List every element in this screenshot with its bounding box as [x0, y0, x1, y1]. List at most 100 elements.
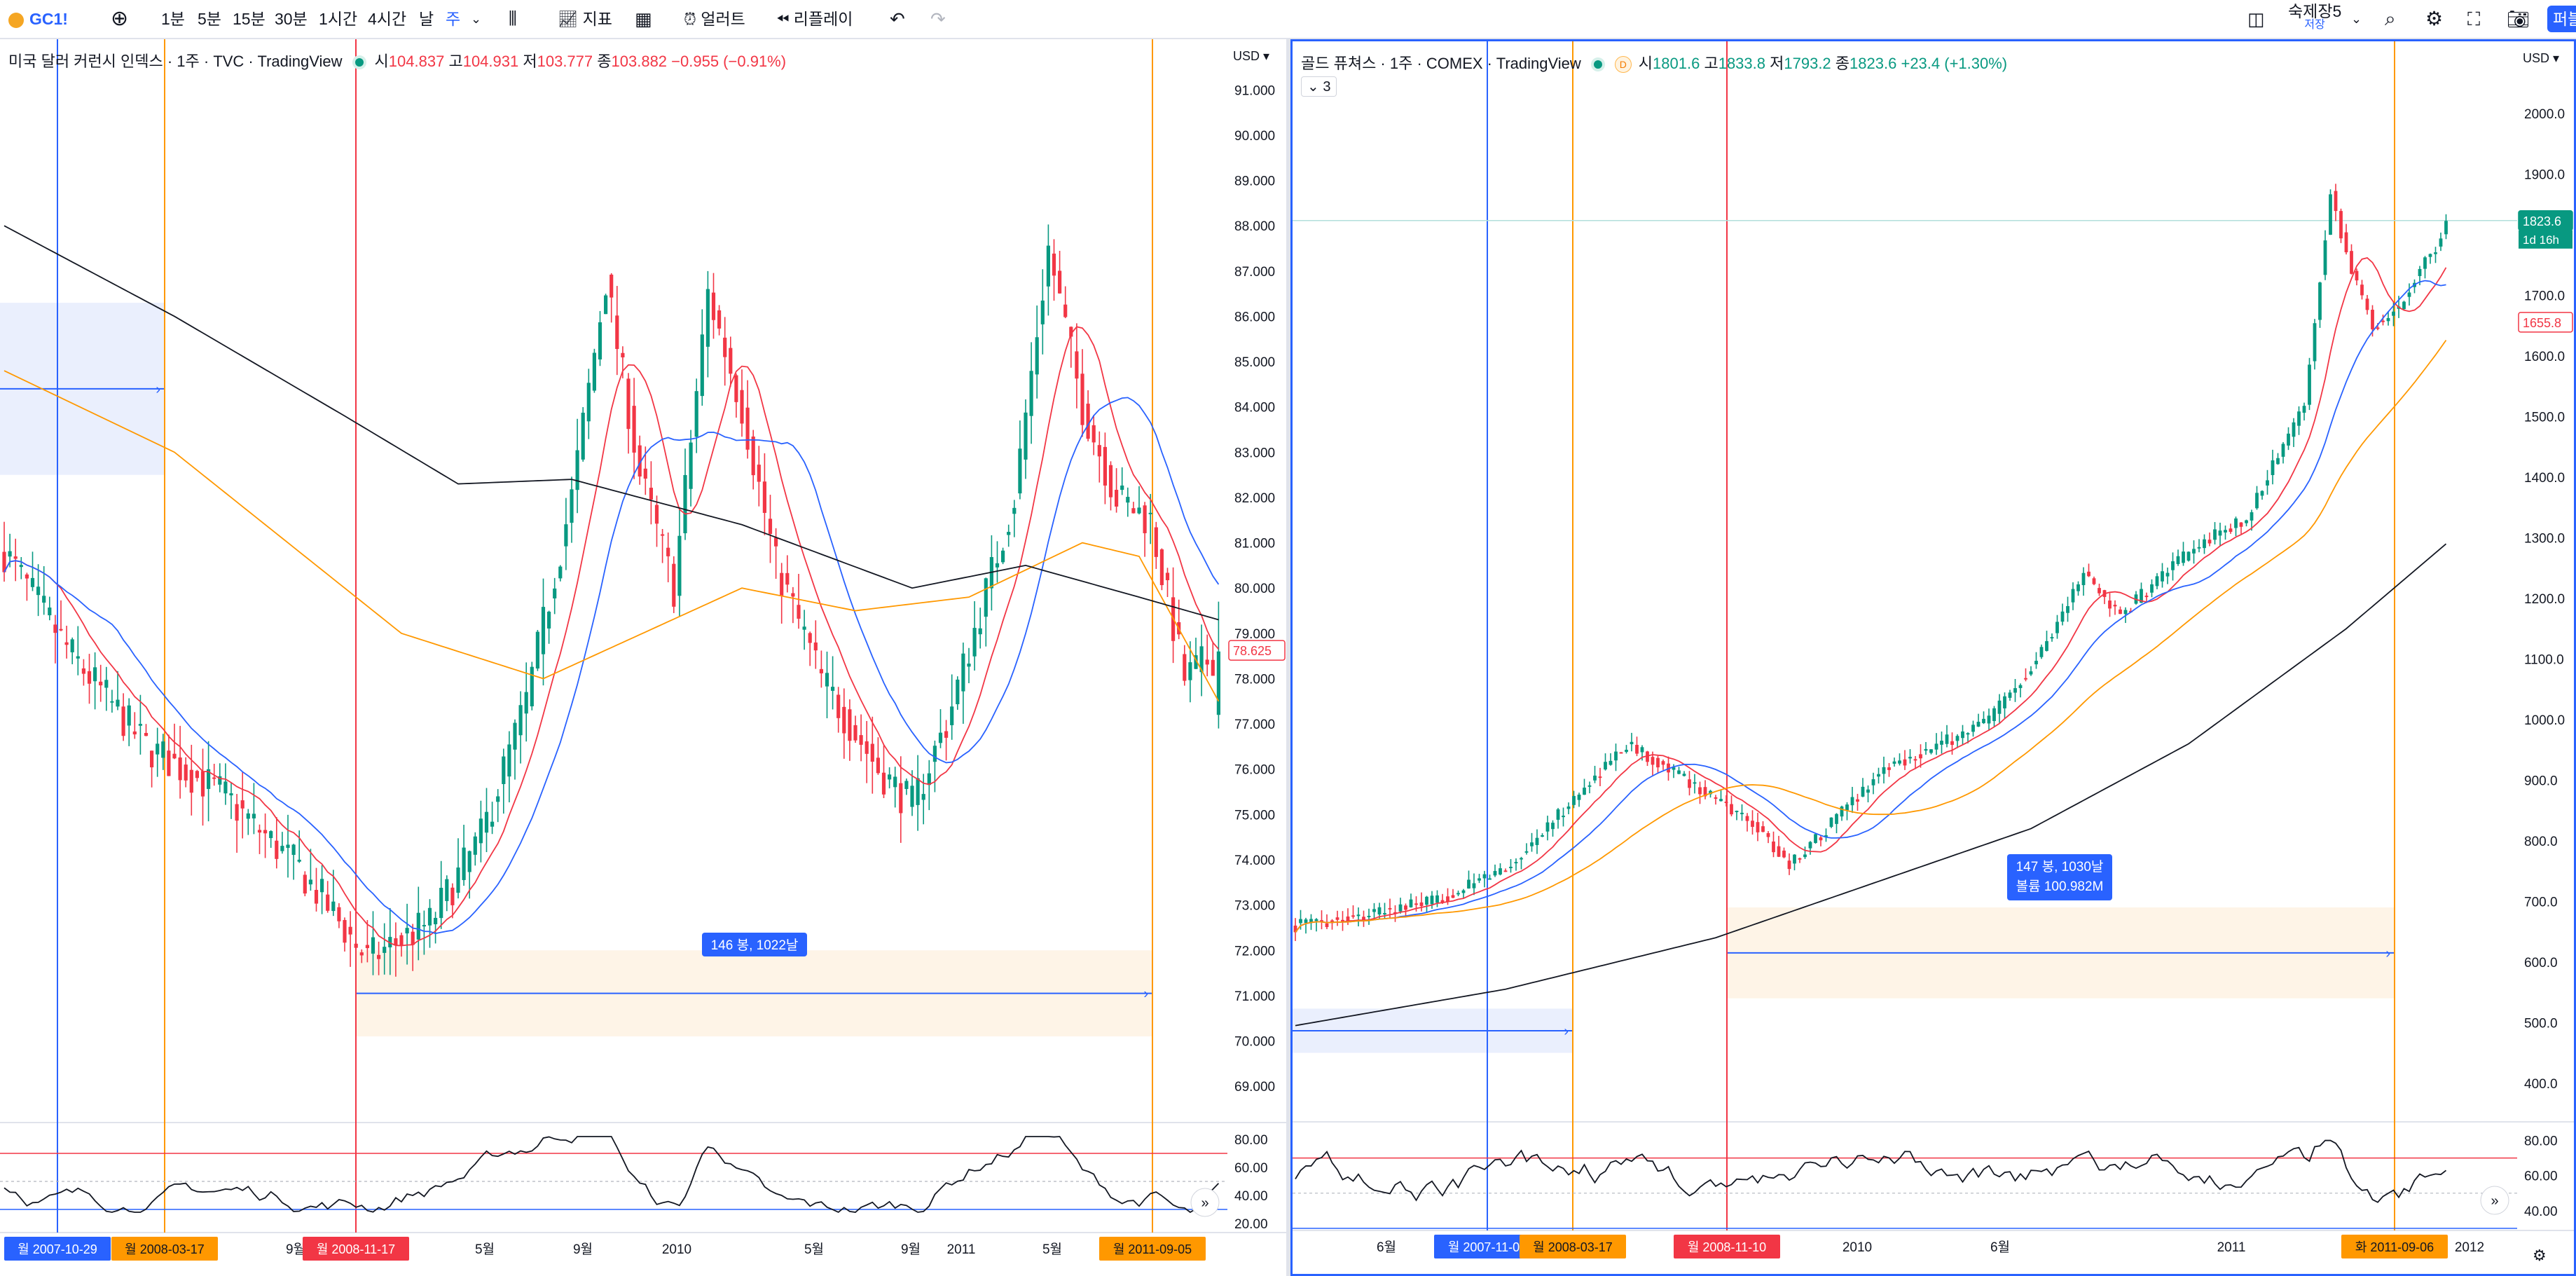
candle-body: [1143, 505, 1147, 533]
fullscreen-icon[interactable]: ⛶: [2467, 8, 2481, 29]
candle-body: [1819, 837, 1823, 841]
dxy-title: 미국 달러 커런시 인덱스 · 1주 · TVC · TradingView: [8, 53, 343, 70]
candle-body: [416, 912, 420, 940]
interval-1h[interactable]: 1시간: [319, 10, 358, 28]
candle-body: [1040, 300, 1045, 324]
replay-button[interactable]: ⏪︎ 리플레이: [776, 10, 853, 28]
candle-body: [1556, 809, 1560, 820]
price-tick-label: 70.000: [1234, 1035, 1275, 1050]
candle-body: [944, 731, 949, 738]
symbol-search[interactable]: GC1!: [8, 0, 68, 38]
price-tick-label: 1600.0: [2524, 350, 2565, 364]
crosshair-date-tag: [1674, 1235, 1780, 1258]
measure-text: 볼륨 100.982M: [2016, 879, 2104, 894]
change-value: +23.4 (+1.30%): [1901, 55, 2008, 72]
candle-body: [1058, 270, 1062, 294]
candle-body: [1299, 919, 1302, 924]
interval-4h[interactable]: 4시간: [368, 10, 407, 28]
candle-body: [1787, 860, 1791, 870]
compare-add-icon[interactable]: ⊕: [111, 7, 129, 30]
candle-body: [291, 844, 296, 856]
candle-body: [2302, 406, 2306, 413]
undo-icon[interactable]: ↶: [890, 8, 905, 29]
candle-body: [64, 642, 69, 645]
candle-body: [694, 391, 698, 437]
rsi-line: [1295, 1139, 2447, 1203]
candle-body: [1097, 445, 1101, 457]
candle-body: [2255, 493, 2259, 509]
crosshair-date-label: 화 2011-09-06: [2355, 1240, 2434, 1254]
candle-body: [978, 628, 982, 635]
layout-grid-icon[interactable]: ▦: [635, 8, 652, 29]
dxy-chart-pane[interactable]: USD ▾ 91.000 90.000 89.000 88.000 87.000 86.00…: [0, 39, 1286, 1276]
moving-average-line: [4, 225, 1219, 621]
candle-body: [1766, 832, 1770, 837]
interval-30m[interactable]: 30분: [275, 10, 308, 28]
candle-body: [1325, 923, 1329, 928]
candle-body: [2381, 320, 2385, 322]
candle-body: [2287, 433, 2290, 446]
candle-body: [768, 519, 773, 535]
candle-type-icon[interactable]: ⫴: [509, 8, 517, 29]
candle-body: [1446, 896, 1449, 902]
candle-body: [2229, 528, 2233, 533]
indicators-button[interactable]: 📈︎ 지표: [558, 10, 612, 28]
publish-button[interactable]: 퍼블: [2547, 6, 2576, 32]
scroll-to-latest-button: [2480, 1186, 2509, 1215]
price-tick-label: 700.0: [2524, 895, 2558, 910]
candle-body: [1535, 837, 1539, 845]
alert-button[interactable]: ⏰︎ 얼러트: [684, 10, 745, 28]
gold-chart-canvas[interactable]: USD ▾2000.01900.01800.01700.01600.01500.…: [1293, 41, 2574, 1274]
candle-body: [1745, 816, 1749, 821]
candle-body: [371, 937, 376, 954]
candle-body: [1126, 497, 1130, 503]
dxy-legend: 미국 달러 커런시 인덱스 · 1주 · TVC · TradingView 시1…: [8, 49, 786, 71]
interval-day[interactable]: 날: [419, 10, 434, 28]
dxy-chart-canvas[interactable]: USD ▾ 91.000 90.000 89.000 88.000 87.000 86.00…: [0, 39, 1286, 1276]
candle-body: [661, 534, 665, 536]
candle-body: [2297, 411, 2301, 426]
candle-body: [1903, 759, 1907, 766]
high-label: 고: [448, 53, 463, 70]
camera-icon[interactable]: 📷︎: [2507, 8, 2530, 29]
candle-body: [2207, 540, 2212, 544]
split-layout-icon[interactable]: ◫: [2247, 8, 2265, 29]
candle-body: [1856, 799, 1859, 802]
redo-icon[interactable]: ↷: [930, 8, 946, 29]
candle-body: [2108, 601, 2112, 609]
interval-15m[interactable]: 15분: [233, 10, 266, 28]
candle-body: [1667, 763, 1670, 773]
candle-body: [1740, 812, 1744, 814]
candle-body: [189, 769, 193, 793]
crosshair-date-label: 월 2011-09-05: [1113, 1242, 1192, 1256]
scale-settings-gear-icon[interactable]: ⚙: [2533, 1247, 2547, 1264]
gold-chart-pane[interactable]: USD ▾2000.01900.01800.01700.01600.01500.…: [1290, 39, 2576, 1276]
candle-body: [184, 764, 188, 781]
candle-body: [1211, 659, 1215, 676]
price-tick-label: 90.000: [1234, 129, 1275, 144]
interval-1m[interactable]: 1분: [161, 10, 185, 28]
candle-body: [2144, 596, 2149, 598]
candle-body: [2039, 647, 2044, 657]
gear-icon[interactable]: ⚙︎: [2425, 8, 2444, 29]
interval-dropdown-chevron-icon[interactable]: ⌄: [471, 12, 482, 26]
price-tick-label: 1700.0: [2524, 289, 2565, 304]
candle-body: [427, 907, 432, 926]
search-icon[interactable]: ⌕: [2385, 8, 2396, 29]
pane-divider[interactable]: [1286, 39, 1290, 1276]
candle-body: [2339, 211, 2343, 239]
candle-body: [132, 731, 137, 735]
interval-5m[interactable]: 5분: [198, 10, 221, 28]
moving-average-line: [1295, 340, 2447, 933]
candle-body: [2050, 637, 2054, 639]
candle-body: [1913, 759, 1917, 761]
candle-body: [1630, 741, 1634, 745]
candle-body: [167, 750, 171, 776]
layout-save-button[interactable]: 숙제장5 저장: [2288, 0, 2341, 42]
interval-week[interactable]: 주: [446, 10, 461, 28]
candle-body: [1194, 655, 1198, 669]
legend-collapse-button[interactable]: ⌄ 3: [1301, 76, 1337, 97]
layout-dropdown-chevron-icon[interactable]: ⌄: [2351, 12, 2362, 26]
candle-body: [1183, 654, 1187, 681]
price-tick-label: 72.000: [1234, 944, 1275, 959]
